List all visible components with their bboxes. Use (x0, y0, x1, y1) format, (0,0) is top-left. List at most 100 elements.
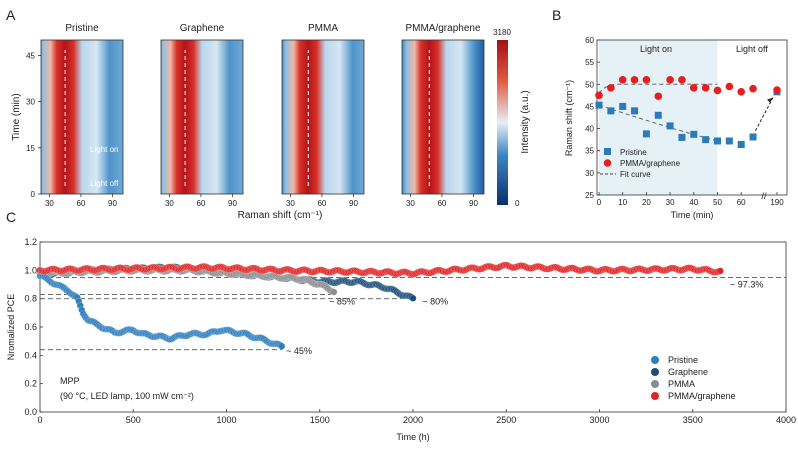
pristine-point (278, 342, 286, 350)
legend-pristine: Pristine (620, 148, 647, 157)
x-tick-label: 30 (286, 199, 295, 208)
legend-marker (651, 392, 659, 400)
pmma-graphene-point (654, 92, 663, 101)
pristine-point (702, 136, 710, 144)
pristine-point (654, 111, 662, 119)
pmma-graphene-point (701, 84, 710, 92)
x-tick-label: 0 (597, 198, 602, 207)
graphene-point (409, 294, 417, 302)
legend-circle-marker (603, 159, 612, 167)
panel-label-c: C (6, 209, 16, 225)
x-tick-label: 2000 (403, 415, 423, 425)
x-tick-label: 1500 (310, 415, 330, 425)
pmma-graphene-point (618, 76, 627, 84)
pristine-point (678, 133, 686, 141)
light-off-label: Light off (736, 44, 768, 54)
pmma-graphene-point (716, 267, 724, 275)
legend-square-marker (604, 148, 611, 155)
pristine-point (690, 130, 698, 138)
light-on-annotation: Light on (90, 145, 118, 154)
light-off-annotation: Light off (90, 179, 119, 188)
pmma-point (330, 288, 338, 296)
x-tick-label: 90 (469, 199, 478, 208)
legend-label: Pristine (668, 355, 698, 365)
retention-label: ~ 85% (329, 296, 355, 306)
pmma-graphene-point (725, 82, 734, 91)
legend-pmma-graphene: PMMA/graphene (620, 159, 681, 168)
c-xlabel: Time (h) (396, 432, 429, 442)
y-tick-label: 30 (585, 169, 594, 178)
heatmap-title: PMMA (308, 23, 338, 34)
pmma-graphene-point (713, 86, 722, 95)
axis-break-icon: // (761, 191, 767, 201)
pmma-graphene-point (678, 76, 686, 84)
pce-legend: Pristine Graphene PMMA PMMA/graphene (651, 355, 736, 401)
retention-label: ~ 97.3% (730, 279, 763, 289)
y-tick-label: 30 (26, 98, 35, 107)
heatmap-title: PMMA/graphene (405, 23, 480, 34)
x-tick-label: 50 (713, 198, 722, 207)
panel-label-b: B (552, 7, 561, 23)
y-tick-label: 45 (585, 102, 594, 111)
b-xlabel: Time (min) (671, 210, 714, 220)
colorbar-label: Intensity (a.u.) (520, 90, 531, 153)
colorbar-min: 0 (515, 199, 520, 208)
heatmap-frame (281, 39, 365, 195)
pmma-graphene-point (642, 76, 651, 84)
y-tick-label: 0 (31, 190, 36, 199)
fit-curve-pmma-graphene (598, 83, 718, 94)
x-tick-label: 60 (437, 199, 446, 208)
pmma-graphene-point (607, 84, 615, 92)
pristine-point (631, 107, 639, 115)
y-tick-label: 55 (585, 58, 594, 67)
pristine-point (749, 133, 757, 141)
x-tick-label: 20 (642, 198, 651, 207)
x-tick-label: 30 (165, 199, 174, 208)
y-tick-label: 60 (585, 36, 594, 45)
legend-marker (651, 356, 659, 364)
y-tick-label: 35 (585, 147, 594, 156)
x-tick-label: 60 (317, 199, 326, 208)
pristine-point (714, 137, 721, 145)
recovery-arrow (754, 97, 774, 132)
c-ylabel: Nromalized PCE (6, 294, 16, 361)
y-tick-label: 0.4 (24, 350, 37, 360)
legend-fit-curve: Fit curve (620, 170, 651, 179)
pmma-graphene-point (737, 88, 745, 96)
legend-marker (651, 368, 659, 376)
x-tick-label: 90 (349, 199, 358, 208)
y-tick-label: 0.6 (24, 322, 37, 332)
pmma-graphene-point (666, 76, 674, 84)
x-tick-label: 30 (45, 199, 54, 208)
x-tick-label: 60 (76, 199, 85, 208)
x-tick-label: 90 (228, 199, 237, 208)
y-tick-label: 0.0 (24, 407, 37, 417)
pristine-point (595, 101, 603, 109)
x-tick-label: 4000 (776, 415, 796, 425)
heatmap-xlabel: Raman shift (cm⁻¹) (238, 210, 323, 221)
pmma-graphene-point (595, 91, 603, 100)
y-tick-label: 1.2 (24, 237, 37, 247)
y-tick-label: 45 (26, 51, 35, 60)
y-tick-label: 50 (585, 80, 594, 89)
b-frame (596, 39, 788, 196)
x-tick-label: 30 (666, 198, 675, 207)
x-tick-label: 40 (689, 198, 698, 207)
x-tick-label: 3000 (589, 415, 609, 425)
x-tick-label: 60 (196, 199, 205, 208)
x-tick-label: 3500 (683, 415, 703, 425)
heatmap-frame (401, 39, 485, 195)
x-tick-label: 90 (108, 199, 117, 208)
pmma-graphene-point (749, 84, 757, 93)
pce-plot: 0 500 1000 1500 2000 2500 3000 3500 4000 0.0 0.2 0.… (24, 237, 796, 425)
heatmap-title: Pristine (65, 23, 99, 34)
x-tick-label: 190 (770, 198, 784, 207)
pmma-graphene-point (630, 76, 639, 84)
heatmap-frame (40, 39, 124, 195)
colorbar-max: 3180 (493, 28, 511, 37)
x-tick-label: 10 (618, 198, 627, 207)
pmma-graphene-point (690, 84, 698, 92)
colorbar (497, 40, 508, 205)
heatmap-group: Pristine 30 60 90 Graphene 30 60 90 PMMA 30 60 90 PM… (26, 23, 485, 208)
heatmap-pmma-graphene (402, 40, 484, 194)
